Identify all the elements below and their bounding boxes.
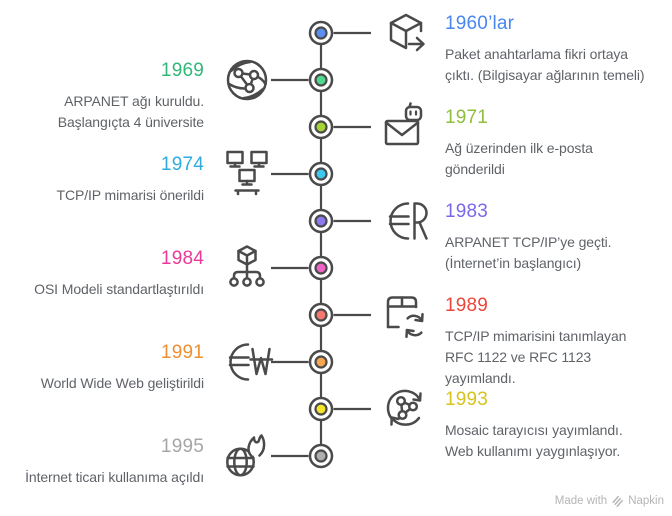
timeline-year: 1989 xyxy=(445,295,489,316)
timeline-year: 1960’lar xyxy=(445,13,515,34)
timeline-year: 1995 xyxy=(160,436,204,457)
timeline-item: 1971 Ağ üzerinden ilk e-posta gönderildi xyxy=(445,107,593,180)
timeline-node-dot xyxy=(314,167,328,181)
network-globe-icon xyxy=(220,53,274,107)
cube-hierarchy-icon xyxy=(220,241,274,295)
package-sync-icon xyxy=(379,288,433,342)
timeline-node-dot xyxy=(314,26,328,40)
share-sync-icon xyxy=(379,382,433,436)
email-robot-icon xyxy=(379,100,433,154)
timeline-description: Paket anahtarlama fikri ortaya çıktı. (B… xyxy=(445,46,645,83)
timeline-year: 1993 xyxy=(445,389,489,410)
timeline-node-dot xyxy=(314,73,328,87)
timeline-node-dot xyxy=(314,214,328,228)
timeline-description: İnternet ticari kullanıma açıldı xyxy=(25,469,204,485)
globe-r-icon xyxy=(379,194,433,248)
timeline-item: 1960’lar Paket anahtarlama fikri ortaya … xyxy=(445,13,645,86)
timeline-description: TCP/IP mimarisi önerildi xyxy=(56,187,205,203)
napkin-logo-icon xyxy=(612,495,624,507)
timeline-node-dot xyxy=(314,402,328,416)
timeline-description: TCP/IP mimarisini tanımlayan RFC 1122 ve… xyxy=(445,328,627,386)
footer-made-with-text: Made with xyxy=(554,494,608,507)
timeline-item: 1983 ARPANET TCP/IP’ye geçti. (İnternet’… xyxy=(445,201,612,274)
globe-w-icon xyxy=(220,335,274,389)
timeline-description: Ağ üzerinden ilk e-posta gönderildi xyxy=(445,140,593,177)
timeline-description: Mosaic tarayıcısı yayımlandı. Web kullan… xyxy=(445,422,623,459)
timeline-description: ARPANET TCP/IP’ye geçti. (İnternet’in ba… xyxy=(445,234,612,271)
timeline-item: 1991 World Wide Web geliştirildi xyxy=(41,342,204,394)
timeline-node-dot xyxy=(314,120,328,134)
timeline-node-dot xyxy=(314,308,328,322)
timeline-year: 1969 xyxy=(160,60,204,81)
timeline-item: 1993 Mosaic tarayıcısı yayımlandı. Web k… xyxy=(445,389,623,462)
timeline-item: 1974 TCP/IP mimarisi önerildi xyxy=(57,154,205,206)
timeline-node-dot xyxy=(314,261,328,275)
timeline-item: 1989 TCP/IP mimarisini tanımlayan RFC 11… xyxy=(445,295,626,389)
package-arrow-icon xyxy=(379,6,433,60)
timeline-item: 1995 İnternet ticari kullanıma açıldı xyxy=(25,436,204,488)
timeline-item: 1969 ARPANET ağı kuruldu. Başlangıçta 4 … xyxy=(58,60,204,133)
timeline-year: 1991 xyxy=(160,342,204,363)
timeline-year: 1971 xyxy=(445,107,489,128)
timeline-year: 1983 xyxy=(445,201,489,222)
timeline-item: 1984 OSI Modeli standartlaştırıldı xyxy=(34,248,204,300)
timeline-description: World Wide Web geliştirildi xyxy=(40,375,204,391)
footer-credit: Made with Napkin xyxy=(555,494,664,507)
network-computers-icon xyxy=(220,147,274,201)
timeline-description: ARPANET ağı kuruldu. Başlangıçta 4 ünive… xyxy=(57,93,204,130)
timeline-year: 1974 xyxy=(160,154,204,175)
footer-brand-text: Napkin xyxy=(628,494,664,507)
timeline-description: OSI Modeli standartlaştırıldı xyxy=(34,281,204,297)
timeline-node-dot xyxy=(314,355,328,369)
globe-flame-icon xyxy=(220,429,274,483)
timeline-node-dot xyxy=(314,449,328,463)
timeline-year: 1984 xyxy=(160,248,204,269)
